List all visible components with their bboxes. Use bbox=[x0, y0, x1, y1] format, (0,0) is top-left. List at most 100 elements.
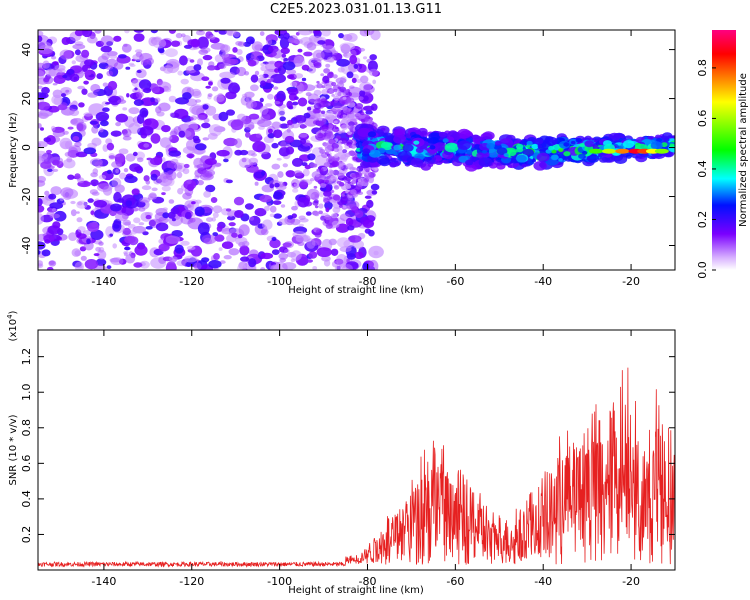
heatmap-blob bbox=[131, 228, 138, 235]
heatmap-blob bbox=[303, 51, 313, 57]
heatmap-blob bbox=[117, 198, 125, 203]
x-tick-label: -20 bbox=[622, 575, 640, 588]
heatmap-blob bbox=[351, 173, 356, 178]
heatmap-blob bbox=[324, 201, 333, 210]
heatmap-blob bbox=[327, 88, 335, 94]
heatmap-blob bbox=[321, 85, 326, 89]
heatmap-blob bbox=[277, 108, 286, 117]
heatmap-blob bbox=[369, 54, 378, 61]
heatmap-blob bbox=[70, 209, 77, 217]
heatmap-blob bbox=[280, 47, 290, 55]
heatmap-blob bbox=[349, 54, 358, 65]
heatmap-blob bbox=[161, 192, 166, 196]
heatmap-blob bbox=[316, 83, 323, 89]
heatmap-blob bbox=[206, 217, 213, 223]
heatmap-blob bbox=[44, 239, 51, 244]
heatmap-blob bbox=[207, 65, 216, 71]
heatmap-blob bbox=[314, 212, 320, 217]
heatmap-blob bbox=[91, 125, 99, 134]
heatmap-blob bbox=[383, 132, 388, 137]
heatmap-blob bbox=[413, 140, 420, 145]
heatmap-blob bbox=[65, 89, 70, 93]
heatmap-blob bbox=[83, 80, 89, 85]
heatmap-blob bbox=[187, 184, 194, 192]
heatmap-blob bbox=[38, 141, 48, 148]
heatmap-blob bbox=[168, 30, 177, 34]
heatmap-blob bbox=[269, 238, 281, 249]
heatmap-blob bbox=[165, 170, 177, 181]
heatmap-blob bbox=[338, 131, 342, 134]
heatmap-blob bbox=[237, 234, 243, 239]
heatmap-blob bbox=[368, 68, 379, 77]
heatmap-blob bbox=[318, 210, 323, 215]
heatmap-blob bbox=[563, 142, 570, 147]
heatmap-blob bbox=[299, 138, 307, 145]
heatmap-blob bbox=[110, 203, 122, 212]
colorbar-tick-label: 0.8 bbox=[696, 59, 709, 77]
heatmap-blob bbox=[433, 142, 447, 152]
heatmap-blob bbox=[427, 139, 434, 144]
heatmap-blob bbox=[74, 261, 84, 270]
heatmap-blob bbox=[297, 30, 313, 36]
heatmap-blob bbox=[176, 260, 188, 267]
heatmap-blob bbox=[307, 66, 317, 74]
heatmap-blob bbox=[301, 162, 308, 167]
heatmap-blob bbox=[189, 59, 195, 63]
x-tick-label: -20 bbox=[622, 275, 640, 288]
heatmap-blob bbox=[126, 93, 130, 98]
heatmap-blob bbox=[254, 70, 260, 76]
heatmap-blob bbox=[342, 53, 348, 57]
heatmap-blob bbox=[356, 78, 363, 84]
heatmap-blob bbox=[97, 55, 109, 64]
heatmap-blob bbox=[325, 179, 329, 183]
heatmap-blob bbox=[214, 162, 222, 167]
heatmap-blob bbox=[190, 38, 200, 48]
heatmap-blob bbox=[328, 125, 334, 129]
heatmap-blob bbox=[347, 181, 351, 184]
heatmap-blob bbox=[150, 97, 155, 103]
colorbar-tick-label: 0.2 bbox=[696, 211, 709, 229]
heatmap-blob bbox=[216, 225, 223, 232]
heatmap-blob bbox=[72, 43, 86, 50]
heatmap-blob bbox=[321, 118, 327, 122]
heatmap-blob bbox=[228, 211, 234, 218]
heatmap-blob bbox=[279, 116, 286, 122]
heatmap-blob bbox=[346, 203, 358, 211]
heatmap-blob bbox=[287, 215, 294, 220]
heatmap-blob bbox=[169, 130, 178, 138]
heatmap-blob bbox=[61, 93, 66, 98]
heatmap-blob bbox=[178, 130, 186, 138]
heatmap-blob bbox=[136, 114, 145, 124]
heatmap-blob bbox=[139, 126, 154, 136]
heatmap-blob bbox=[102, 82, 109, 87]
heatmap-blob bbox=[42, 75, 54, 85]
heatmap-blob bbox=[197, 58, 203, 66]
heatmap-blob bbox=[285, 170, 296, 178]
heatmap-blob bbox=[271, 237, 277, 241]
heatmap-blob bbox=[363, 219, 374, 229]
heatmap-blob bbox=[234, 210, 244, 218]
heatmap-blob bbox=[236, 49, 243, 55]
heatmap-blob bbox=[332, 206, 341, 214]
heatmap-blob bbox=[45, 68, 56, 77]
heatmap-blob bbox=[93, 200, 107, 208]
heatmap-blob bbox=[105, 65, 114, 70]
heatmap-blob bbox=[221, 227, 235, 235]
heatmap-blob bbox=[250, 84, 259, 92]
heatmap-blob bbox=[38, 198, 43, 207]
heatmap-blob bbox=[318, 203, 324, 209]
heatmap-blob bbox=[291, 205, 298, 211]
x-tick-label: -40 bbox=[534, 275, 552, 288]
spectrogram-marks bbox=[38, 30, 675, 270]
heatmap-blob bbox=[292, 101, 299, 106]
heatmap-blob bbox=[116, 155, 125, 163]
heatmap-blob bbox=[110, 257, 124, 266]
heatmap-blob bbox=[74, 49, 81, 56]
heatmap-blob bbox=[297, 241, 305, 246]
x-tick-label: -140 bbox=[91, 575, 116, 588]
heatmap-blob bbox=[196, 163, 206, 170]
heatmap-blob bbox=[286, 100, 293, 109]
heatmap-blob bbox=[227, 215, 236, 221]
heatmap-blob bbox=[96, 249, 107, 260]
heatmap-blob bbox=[90, 210, 95, 215]
